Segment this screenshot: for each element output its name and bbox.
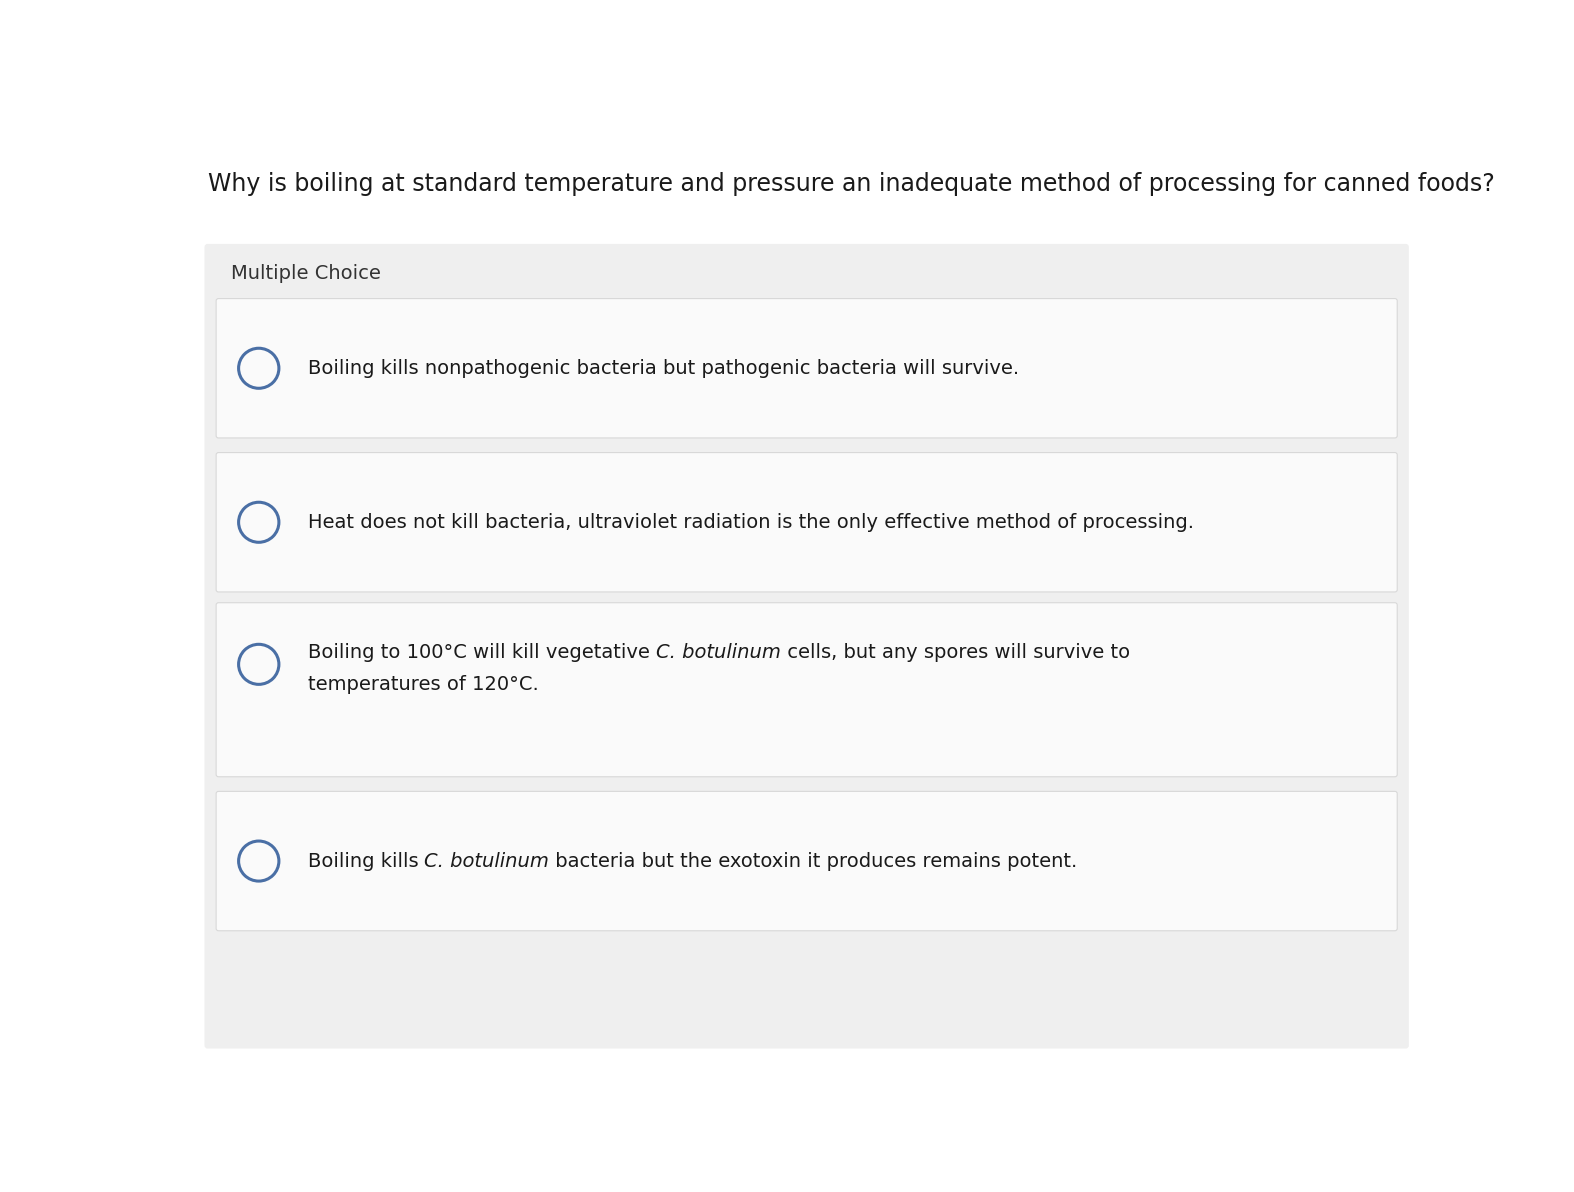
Text: temperatures of 120°C.: temperatures of 120°C. — [307, 675, 538, 694]
FancyBboxPatch shape — [216, 603, 1398, 777]
FancyBboxPatch shape — [216, 791, 1398, 931]
Text: Boiling kills nonpathogenic bacteria but pathogenic bacteria will survive.: Boiling kills nonpathogenic bacteria but… — [307, 359, 1018, 378]
Text: Multiple Choice: Multiple Choice — [231, 263, 381, 283]
Text: Why is boiling at standard temperature and pressure an inadequate method of proc: Why is boiling at standard temperature a… — [208, 173, 1494, 197]
Text: Heat does not kill bacteria, ultraviolet radiation is the only effective method : Heat does not kill bacteria, ultraviolet… — [307, 513, 1193, 532]
Text: Boiling kills: Boiling kills — [307, 851, 425, 870]
Text: Boiling to 100°C will kill vegetative: Boiling to 100°C will kill vegetative — [307, 642, 656, 662]
FancyBboxPatch shape — [205, 244, 1409, 1049]
FancyBboxPatch shape — [216, 298, 1398, 437]
Text: bacteria but the exotoxin it produces remains potent.: bacteria but the exotoxin it produces re… — [549, 851, 1078, 870]
Text: C. botulinum: C. botulinum — [425, 851, 549, 870]
Text: cells, but any spores will survive to: cells, but any spores will survive to — [781, 642, 1130, 662]
Text: C. botulinum: C. botulinum — [656, 642, 781, 662]
FancyBboxPatch shape — [216, 453, 1398, 592]
